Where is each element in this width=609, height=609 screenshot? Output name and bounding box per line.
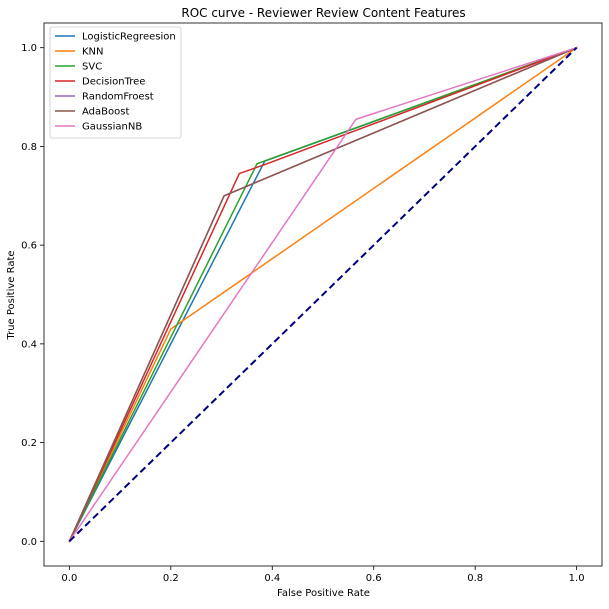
y-tick-label: 0.8 bbox=[21, 142, 37, 153]
legend-label: LogisticRegreesion bbox=[82, 32, 176, 43]
legend-label: AdaBoost bbox=[82, 107, 129, 118]
plot-area: 0.0 0.2 0.4 0.6 0.8 1.0 0.0 0.2 0.4 0.6 0.8 1.0 bbox=[21, 22, 603, 584]
roc-line-gaussiannb bbox=[68, 46, 578, 543]
legend-label: DecisionTree bbox=[82, 77, 145, 88]
x-tick-label: 0.6 bbox=[366, 573, 382, 584]
reference-diagonal-line bbox=[68, 46, 578, 543]
chart-title: ROC curve - Reviewer Review Content Feat… bbox=[181, 6, 465, 20]
y-axis-label: True Positive Rate bbox=[6, 250, 17, 340]
legend: LogisticRegreesion KNN SVC DecisionTree Rand… bbox=[49, 26, 182, 139]
y-tick-label: 0.0 bbox=[21, 537, 37, 548]
x-tick-label: 0.2 bbox=[163, 573, 179, 584]
x-tick-label: 0.8 bbox=[467, 573, 483, 584]
y-tick-label: 1.0 bbox=[21, 43, 37, 54]
plot-frame bbox=[43, 22, 603, 567]
y-tick-label: 0.6 bbox=[21, 241, 37, 252]
legend-label: GaussianNB bbox=[82, 122, 142, 133]
legend-label: SVC bbox=[82, 62, 102, 73]
legend-label: KNN bbox=[82, 47, 104, 58]
y-tick-label: 0.4 bbox=[21, 339, 37, 350]
x-tick-label: 0.4 bbox=[264, 573, 280, 584]
roc-line-adaboost bbox=[68, 46, 578, 543]
roc-line-decisiontree bbox=[68, 46, 578, 543]
legend-box bbox=[49, 26, 182, 139]
x-axis-label: False Positive Rate bbox=[277, 588, 370, 599]
legend-label: RandomFroest bbox=[82, 92, 154, 103]
roc-line-knn bbox=[68, 46, 578, 543]
x-tick-label: 0.0 bbox=[61, 573, 77, 584]
x-tick-label: 1.0 bbox=[569, 573, 585, 584]
roc-line-svc bbox=[68, 46, 578, 543]
y-tick-label: 0.2 bbox=[21, 438, 37, 449]
